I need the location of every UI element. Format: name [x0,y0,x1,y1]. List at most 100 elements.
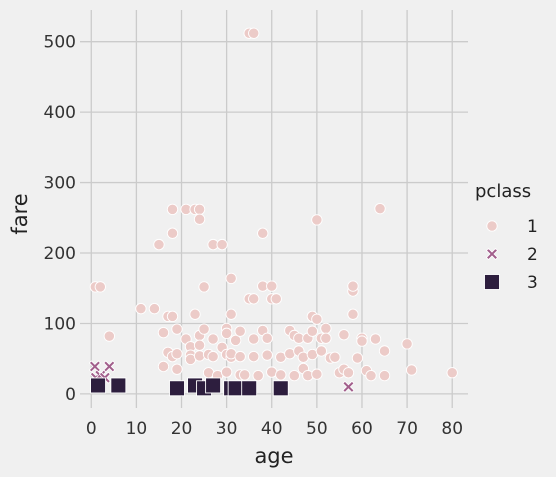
y-axis-label: fare [8,193,32,234]
point-class-3 [227,380,244,397]
point-class-1 [365,369,377,382]
point-class-1 [166,227,179,239]
point-class-1 [225,272,237,285]
point-class-1 [220,366,233,378]
point-class-1 [234,325,246,337]
point-class-1 [171,363,183,375]
y-tick-labels: 0 100 200 300 400 500 [44,33,76,405]
point-class-1 [446,367,458,379]
x-tick-label: 30 [216,419,238,439]
point-class-1 [189,308,201,320]
x-tick-label: 60 [351,419,373,439]
point-class-1 [193,213,206,225]
legend-marker-1 [486,220,498,232]
data-points [88,27,458,397]
point-class-1 [198,323,210,335]
point-class-1 [248,333,260,345]
point-class-1 [153,238,165,251]
point-class-1 [103,330,115,342]
point-class-1 [320,332,332,344]
point-class-1 [261,349,273,361]
point-class-1 [261,332,273,344]
point-class-1 [401,338,413,350]
point-class-1 [369,333,382,345]
y-tick-label: 400 [44,103,76,123]
point-class-1 [234,350,246,363]
point-class-3 [241,380,258,397]
point-class-1 [166,310,179,323]
x-axis-label: age [254,444,293,468]
point-class-1 [148,303,161,315]
point-class-1 [166,203,179,216]
x-tick-label: 40 [261,419,283,439]
point-class-1 [193,339,206,351]
point-class-2 [88,360,101,373]
point-class-1 [311,313,323,325]
point-class-1 [171,323,183,335]
y-tick-label: 500 [44,33,76,53]
point-class-1 [216,238,228,251]
point-class-1 [248,350,260,363]
point-class-1 [347,308,359,320]
legend-label-2: 2 [527,245,538,265]
x-tick-label: 50 [306,419,328,439]
x-tick-label: 20 [171,419,193,439]
point-class-1 [374,202,386,215]
point-class-1 [157,326,170,339]
point-class-1 [248,27,260,39]
point-class-1 [378,369,391,382]
point-class-1 [239,369,251,381]
point-class-1 [266,280,278,292]
point-class-3 [205,377,222,394]
y-tick-label: 0 [65,385,76,405]
point-class-1 [270,293,282,305]
point-class-2 [342,380,355,393]
point-class-1 [342,367,355,379]
point-class-1 [230,334,242,347]
point-class-1 [311,368,323,380]
point-class-1 [157,360,170,373]
point-class-1 [171,348,183,360]
point-class-1 [198,281,210,293]
point-class-3 [169,380,185,397]
point-class-2 [103,360,116,373]
point-class-1 [288,369,300,382]
legend-title: pclass [475,181,531,202]
point-class-1 [311,214,323,226]
x-tick-label: 80 [441,419,463,439]
point-class-1 [347,280,359,292]
point-class-1 [405,364,418,376]
legend-label-3: 3 [527,273,538,293]
point-class-1 [378,345,391,357]
legend-marker-3 [484,274,500,290]
x-tick-label: 0 [86,419,97,439]
point-class-1 [225,308,237,320]
point-class-1 [220,327,233,339]
point-class-1 [275,369,287,381]
point-class-1 [135,303,147,315]
point-class-3 [90,377,106,394]
point-class-1 [207,333,219,345]
legend-label-1: 1 [527,217,538,237]
y-tick-label: 300 [44,174,76,194]
point-class-1 [248,293,260,305]
point-class-1 [94,281,106,293]
point-class-1 [338,329,350,341]
point-class-1 [257,227,269,239]
x-tick-label: 70 [396,419,418,439]
point-class-1 [356,335,368,347]
x-tick-labels: 0 10 20 30 40 50 60 70 80 [86,419,463,439]
point-class-1 [306,325,318,337]
point-class-1 [351,352,364,364]
point-class-1 [252,369,264,382]
y-tick-label: 100 [44,314,76,334]
point-class-1 [315,345,328,357]
point-class-3 [272,380,289,397]
y-tick-label: 200 [44,244,76,264]
legend: pclass 1 2 3 [475,181,538,293]
grid [80,10,468,408]
x-tick-label: 10 [126,419,148,439]
point-class-1 [329,351,341,363]
point-class-3 [110,377,127,394]
